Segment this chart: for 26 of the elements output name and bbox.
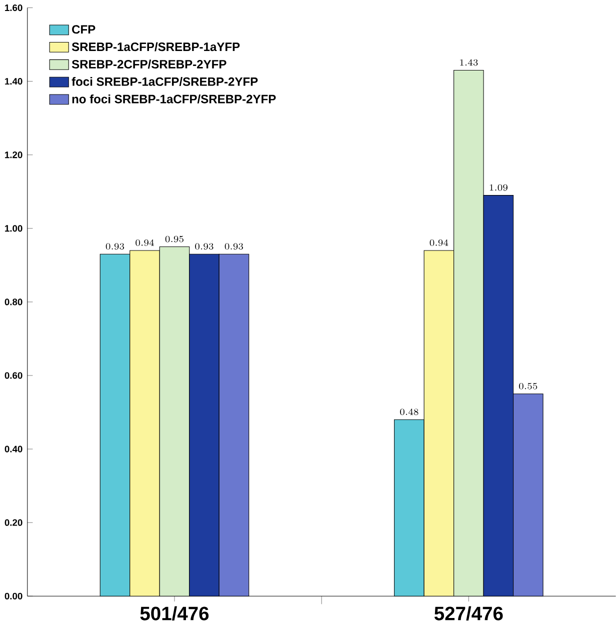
data-label: 0 .48 bbox=[400, 408, 418, 416]
data-label: 0 . 55 bbox=[519, 382, 538, 390]
data-label: 0 . 94 bbox=[430, 239, 448, 246]
y-tick-label: 0.20 bbox=[4, 519, 22, 526]
y-tick-label: 1.20 bbox=[5, 152, 22, 158]
y-tick-label: 1.40 bbox=[5, 78, 22, 85]
y-tick-label: 0.60 bbox=[4, 372, 22, 379]
data-label: 0 . 93 bbox=[106, 243, 124, 250]
y-tick-label: 0.80 bbox=[4, 298, 22, 306]
legend-label: SREBP-1aCFP/SREBP-1aYFP bbox=[72, 42, 240, 52]
x-tick-label: 501/476 bbox=[140, 606, 209, 621]
y-tick-label: 1.60 bbox=[5, 4, 22, 12]
legend-label: CFP bbox=[72, 25, 96, 34]
data-label: 0 . 95 bbox=[165, 236, 184, 242]
legend-label: foci SREBP-1aCFP/SREBP-2YFP bbox=[72, 77, 258, 86]
y-tick-label: 1.00 bbox=[5, 225, 22, 232]
legend-label: no foci SREBP-1aCFP/SREBP-2YFP bbox=[72, 94, 276, 104]
data-label: 0 . 93 bbox=[195, 243, 214, 250]
data-label: 1 . 09 bbox=[490, 184, 508, 191]
y-tick-label: 0.40 bbox=[4, 446, 22, 452]
data-label: 0 . 94 bbox=[136, 239, 154, 246]
data-label: 0 . 93 bbox=[224, 243, 244, 250]
data-label: 1 .43 bbox=[460, 59, 478, 66]
legend-label: SREBP-2CFP/SREBP-2YFP bbox=[72, 60, 226, 69]
x-tick-label: 527/476 bbox=[434, 606, 503, 621]
y-tick-label: 0.00 bbox=[4, 592, 22, 600]
